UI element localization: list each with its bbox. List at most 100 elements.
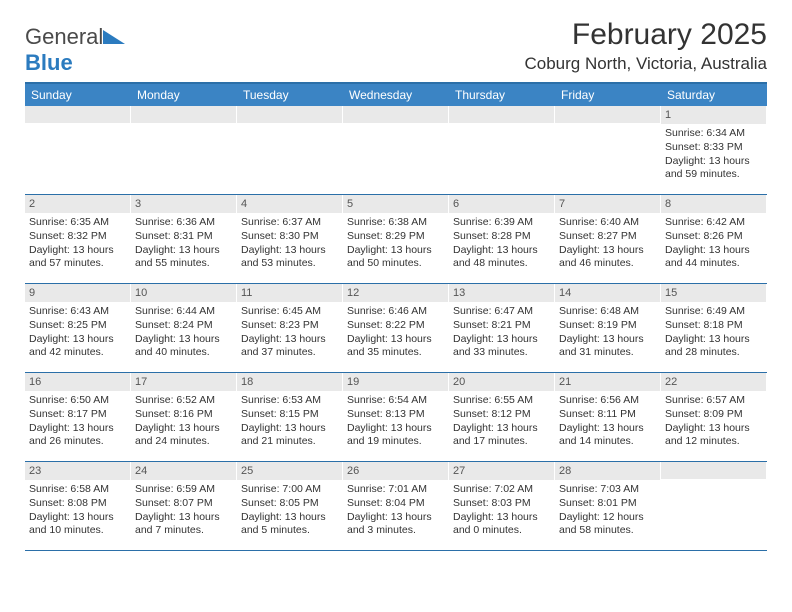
- calendar-cell: 8Sunrise: 6:42 AMSunset: 8:26 PMDaylight…: [661, 195, 767, 283]
- day-header: Friday: [555, 84, 661, 106]
- calendar-cell: 19Sunrise: 6:54 AMSunset: 8:13 PMDayligh…: [343, 373, 449, 461]
- day-body: Sunrise: 6:49 AMSunset: 8:18 PMDaylight:…: [661, 302, 766, 364]
- sunset-line: Sunset: 8:30 PM: [241, 230, 338, 244]
- day-number: 6: [449, 195, 554, 213]
- daylight-line: Daylight: 13 hours and 31 minutes.: [559, 333, 656, 360]
- calendar-cell: [661, 462, 767, 550]
- calendar-cell: 21Sunrise: 6:56 AMSunset: 8:11 PMDayligh…: [555, 373, 661, 461]
- sunrise-line: Sunrise: 6:57 AM: [665, 394, 762, 408]
- logo: General Blue: [25, 24, 125, 76]
- calendar-week: 2Sunrise: 6:35 AMSunset: 8:32 PMDaylight…: [25, 195, 767, 284]
- daylight-line: Daylight: 13 hours and 48 minutes.: [453, 244, 550, 271]
- daylight-line: Daylight: 13 hours and 59 minutes.: [665, 155, 762, 182]
- calendar-cell: [237, 106, 343, 194]
- calendar: SundayMondayTuesdayWednesdayThursdayFrid…: [25, 82, 767, 551]
- calendar-cell: 20Sunrise: 6:55 AMSunset: 8:12 PMDayligh…: [449, 373, 555, 461]
- day-body: Sunrise: 6:57 AMSunset: 8:09 PMDaylight:…: [661, 391, 766, 453]
- sunrise-line: Sunrise: 6:40 AM: [559, 216, 656, 230]
- sunset-line: Sunset: 8:09 PM: [665, 408, 762, 422]
- day-number: 13: [449, 284, 554, 302]
- day-number: 22: [661, 373, 766, 391]
- day-header: Saturday: [661, 84, 767, 106]
- day-number: 28: [555, 462, 660, 480]
- day-header: Monday: [131, 84, 237, 106]
- day-number: 7: [555, 195, 660, 213]
- day-number: 21: [555, 373, 660, 391]
- calendar-cell: 14Sunrise: 6:48 AMSunset: 8:19 PMDayligh…: [555, 284, 661, 372]
- sunrise-line: Sunrise: 7:00 AM: [241, 483, 338, 497]
- day-body: [131, 123, 236, 183]
- sunrise-line: Sunrise: 7:02 AM: [453, 483, 550, 497]
- day-number: 15: [661, 284, 766, 302]
- daylight-line: Daylight: 13 hours and 12 minutes.: [665, 422, 762, 449]
- day-body: Sunrise: 6:42 AMSunset: 8:26 PMDaylight:…: [661, 213, 766, 275]
- calendar-cell: 3Sunrise: 6:36 AMSunset: 8:31 PMDaylight…: [131, 195, 237, 283]
- day-body: [661, 479, 766, 539]
- sunrise-line: Sunrise: 6:42 AM: [665, 216, 762, 230]
- day-number: [661, 462, 766, 479]
- sunset-line: Sunset: 8:03 PM: [453, 497, 550, 511]
- calendar-cell: 27Sunrise: 7:02 AMSunset: 8:03 PMDayligh…: [449, 462, 555, 550]
- logo-triangle-icon: [103, 24, 125, 50]
- day-number: [237, 106, 342, 123]
- day-body: Sunrise: 6:55 AMSunset: 8:12 PMDaylight:…: [449, 391, 554, 453]
- day-header: Thursday: [449, 84, 555, 106]
- day-body: Sunrise: 7:03 AMSunset: 8:01 PMDaylight:…: [555, 480, 660, 542]
- daylight-line: Daylight: 13 hours and 24 minutes.: [135, 422, 232, 449]
- daylight-line: Daylight: 13 hours and 33 minutes.: [453, 333, 550, 360]
- day-header: Wednesday: [343, 84, 449, 106]
- day-body: Sunrise: 7:02 AMSunset: 8:03 PMDaylight:…: [449, 480, 554, 542]
- day-number: 10: [131, 284, 236, 302]
- daylight-line: Daylight: 13 hours and 3 minutes.: [347, 511, 444, 538]
- sunset-line: Sunset: 8:17 PM: [29, 408, 126, 422]
- sunset-line: Sunset: 8:04 PM: [347, 497, 444, 511]
- daylight-line: Daylight: 13 hours and 17 minutes.: [453, 422, 550, 449]
- calendar-cell: 4Sunrise: 6:37 AMSunset: 8:30 PMDaylight…: [237, 195, 343, 283]
- calendar-cell: 2Sunrise: 6:35 AMSunset: 8:32 PMDaylight…: [25, 195, 131, 283]
- day-number: 3: [131, 195, 236, 213]
- day-number: 8: [661, 195, 766, 213]
- calendar-cell: 23Sunrise: 6:58 AMSunset: 8:08 PMDayligh…: [25, 462, 131, 550]
- day-body: Sunrise: 6:46 AMSunset: 8:22 PMDaylight:…: [343, 302, 448, 364]
- day-body: Sunrise: 6:34 AMSunset: 8:33 PMDaylight:…: [661, 124, 766, 186]
- sunset-line: Sunset: 8:05 PM: [241, 497, 338, 511]
- calendar-cell: 22Sunrise: 6:57 AMSunset: 8:09 PMDayligh…: [661, 373, 767, 461]
- daylight-line: Daylight: 13 hours and 57 minutes.: [29, 244, 126, 271]
- day-number: 2: [25, 195, 130, 213]
- sunrise-line: Sunrise: 6:49 AM: [665, 305, 762, 319]
- calendar-cell: 11Sunrise: 6:45 AMSunset: 8:23 PMDayligh…: [237, 284, 343, 372]
- daylight-line: Daylight: 13 hours and 28 minutes.: [665, 333, 762, 360]
- day-number: 14: [555, 284, 660, 302]
- daylight-line: Daylight: 13 hours and 26 minutes.: [29, 422, 126, 449]
- calendar-body: 1Sunrise: 6:34 AMSunset: 8:33 PMDaylight…: [25, 106, 767, 551]
- sunset-line: Sunset: 8:25 PM: [29, 319, 126, 333]
- day-number: [131, 106, 236, 123]
- calendar-cell: [25, 106, 131, 194]
- day-number: [25, 106, 130, 123]
- day-number: 9: [25, 284, 130, 302]
- calendar-cell: 9Sunrise: 6:43 AMSunset: 8:25 PMDaylight…: [25, 284, 131, 372]
- calendar-cell: 12Sunrise: 6:46 AMSunset: 8:22 PMDayligh…: [343, 284, 449, 372]
- calendar-cell: 5Sunrise: 6:38 AMSunset: 8:29 PMDaylight…: [343, 195, 449, 283]
- day-body: Sunrise: 6:35 AMSunset: 8:32 PMDaylight:…: [25, 213, 130, 275]
- sunset-line: Sunset: 8:22 PM: [347, 319, 444, 333]
- sunset-line: Sunset: 8:13 PM: [347, 408, 444, 422]
- sunset-line: Sunset: 8:23 PM: [241, 319, 338, 333]
- sunrise-line: Sunrise: 6:35 AM: [29, 216, 126, 230]
- sunset-line: Sunset: 8:07 PM: [135, 497, 232, 511]
- calendar-cell: 10Sunrise: 6:44 AMSunset: 8:24 PMDayligh…: [131, 284, 237, 372]
- day-body: Sunrise: 6:43 AMSunset: 8:25 PMDaylight:…: [25, 302, 130, 364]
- day-number: 26: [343, 462, 448, 480]
- sunset-line: Sunset: 8:27 PM: [559, 230, 656, 244]
- day-body: Sunrise: 6:45 AMSunset: 8:23 PMDaylight:…: [237, 302, 342, 364]
- calendar-cell: 25Sunrise: 7:00 AMSunset: 8:05 PMDayligh…: [237, 462, 343, 550]
- day-number: 4: [237, 195, 342, 213]
- day-number: 16: [25, 373, 130, 391]
- daylight-line: Daylight: 13 hours and 42 minutes.: [29, 333, 126, 360]
- sunset-line: Sunset: 8:01 PM: [559, 497, 656, 511]
- month-title: February 2025: [524, 18, 767, 52]
- logo-text: General Blue: [25, 24, 125, 76]
- day-number: [343, 106, 448, 123]
- sunrise-line: Sunrise: 6:34 AM: [665, 127, 762, 141]
- day-number: 12: [343, 284, 448, 302]
